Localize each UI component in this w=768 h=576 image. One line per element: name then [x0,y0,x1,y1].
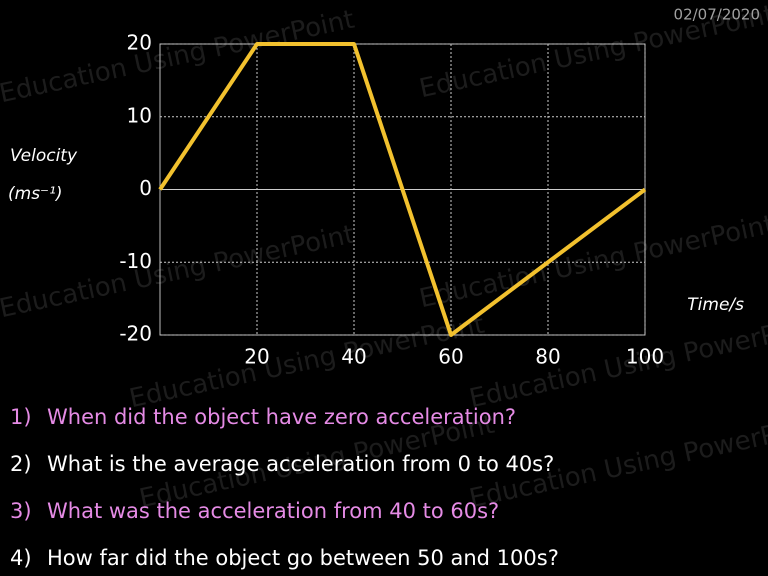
x-tick-label: 20 [244,345,269,369]
y-tick-label: -10 [119,249,152,273]
x-tick-label: 80 [535,345,560,369]
y-tick-label: 0 [139,176,152,200]
question-text: When did the object have zero accelerati… [47,405,516,429]
question-text: What was the acceleration from 40 to 60s… [47,499,499,523]
y-tick-label: -20 [119,322,152,346]
question-number: 2) [10,452,32,476]
data-line [158,42,647,337]
y-axis-label: Velocity [10,146,78,166]
y-tick-label: 10 [127,103,152,127]
y-axis-unit: (ms⁻¹) [8,184,62,204]
x-tick-label: 100 [626,345,664,369]
question-number: 1) [10,405,32,429]
x-axis-label: Time/s [687,295,744,315]
x-tick-label: 40 [341,345,366,369]
question-text: How far did the object go between 50 and… [47,546,559,570]
x-tick-label: 60 [438,345,463,369]
question-number: 4) [10,546,32,570]
y-tick-label: 20 [127,31,152,55]
question-text: What is the average acceleration from 0 … [47,452,554,476]
date: 02/07/2020 [674,6,760,24]
question-number: 3) [10,499,32,523]
